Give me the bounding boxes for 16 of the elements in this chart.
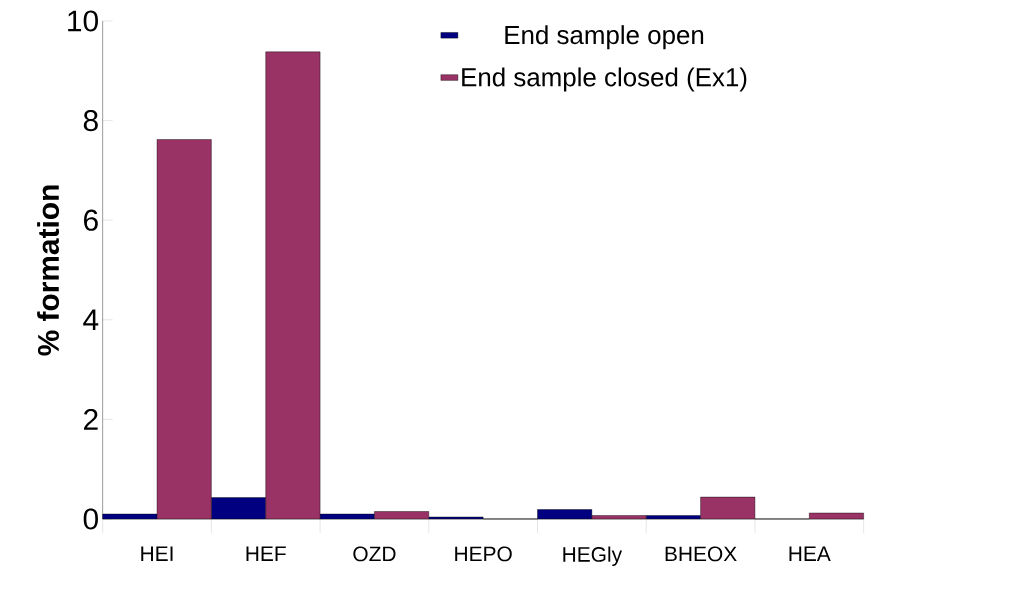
y-tick-label: 4 bbox=[83, 309, 99, 331]
x-tick-label: HEF bbox=[246, 546, 286, 561]
x-tick-label: HEGly bbox=[563, 546, 623, 567]
y-tick-label: 2 bbox=[84, 408, 98, 430]
y-tick-label: 8 bbox=[83, 110, 98, 132]
legend-label: End sample open bbox=[505, 25, 704, 50]
y-axis-title: % formation bbox=[37, 185, 60, 356]
y-tick-label: 6 bbox=[84, 209, 98, 231]
y-tick-label: 10 bbox=[68, 10, 98, 32]
x-tick-label: HEI bbox=[141, 546, 173, 561]
x-tick-label: OZD bbox=[353, 546, 396, 562]
y-tick-label: 0 bbox=[83, 508, 98, 530]
legend-label: End sample closed (Ex1) bbox=[462, 67, 747, 92]
x-tick-label: HEPO bbox=[455, 546, 512, 562]
x-tick-label: BHEOX bbox=[665, 546, 737, 562]
x-tick-label: HEA bbox=[789, 546, 831, 561]
